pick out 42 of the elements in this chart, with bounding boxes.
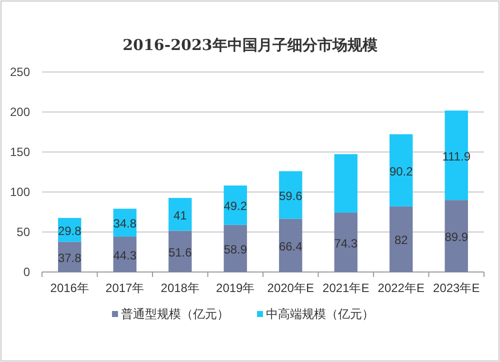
x-tick-label: 2019年: [216, 281, 255, 295]
legend-label: 普通型规模（亿元）: [121, 307, 229, 321]
x-tick-label: 2016年: [50, 281, 89, 295]
legend-label: 中高端规模（亿元）: [266, 307, 374, 321]
data-label: 29.8: [58, 224, 82, 238]
y-tick-label: 150: [10, 145, 30, 159]
bar: [279, 171, 302, 219]
data-label: 34.8: [113, 216, 137, 231]
x-tick-label: 2022年E: [378, 281, 424, 295]
data-label: 44.3: [113, 248, 137, 262]
bar: [279, 218, 302, 272]
bar: [390, 134, 413, 206]
x-tick-label: 2017年: [106, 281, 144, 295]
data-label: 51.6: [168, 245, 192, 260]
bar: [224, 186, 247, 225]
bar: [334, 154, 358, 213]
x-tick-label: 2021年E: [322, 281, 370, 295]
data-label: 59.6: [278, 189, 303, 204]
data-label: 90.2: [389, 164, 414, 178]
bar: [444, 200, 468, 272]
data-label: 82: [394, 233, 408, 248]
y-tick-label: 100: [10, 185, 30, 199]
bar: [390, 206, 413, 272]
data-label: 37.8: [58, 250, 82, 265]
bar: [168, 230, 192, 272]
x-tick-label: 2023年E: [433, 281, 480, 295]
data-label: 74.3: [334, 236, 358, 250]
y-tick-label: 250: [10, 65, 30, 79]
bar: [168, 198, 192, 231]
bar: [334, 212, 358, 272]
bar: [224, 224, 247, 272]
y-tick-label: 200: [10, 105, 30, 119]
data-label: 49.2: [224, 199, 248, 214]
chart-title: 2016-2023年中国月子细分市场规模: [122, 36, 378, 54]
data-label: 66.4: [278, 239, 303, 254]
y-tick-label: 50: [16, 225, 30, 239]
x-tick-label: 2020年E: [267, 281, 314, 295]
data-label: 58.9: [224, 242, 248, 256]
y-tick-label: 0: [23, 265, 30, 279]
x-tick-label: 2018年: [160, 281, 200, 295]
data-label: 89.9: [444, 230, 468, 244]
data-label: 41: [173, 208, 188, 222]
